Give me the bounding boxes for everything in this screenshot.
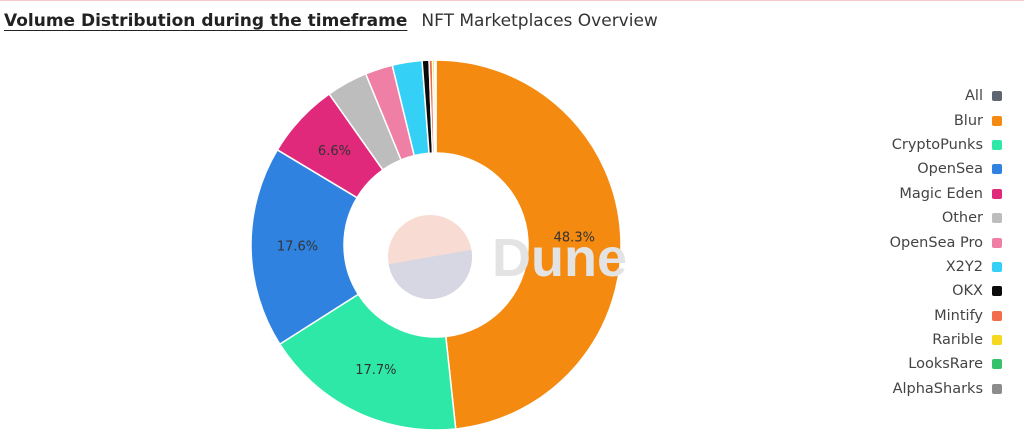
legend-label: LooksRare (908, 356, 983, 373)
dune-watermark: Dune (388, 215, 627, 300)
legend-item-alphasharks[interactable]: AlphaSharks (893, 377, 1002, 401)
legend-item-all[interactable]: All (965, 84, 1002, 108)
legend-label: OpenSea Pro (889, 234, 983, 251)
legend-swatch (992, 213, 1002, 224)
legend-swatch (992, 139, 1002, 150)
chart-subtitle: NFT Marketplaces Overview (421, 11, 658, 31)
legend-swatch (992, 91, 1002, 102)
legend-swatch (992, 261, 1002, 272)
slice-opensea[interactable] (250, 148, 360, 346)
legend-label: X2Y2 (945, 258, 983, 275)
legend-swatch (992, 115, 1002, 126)
legend-swatch (992, 188, 1002, 199)
slice-label-magic-eden: 6.6% (318, 144, 351, 159)
legend-item-rarible[interactable]: Rarible (932, 328, 1002, 352)
chart-header: Volume Distribution during the timeframe… (4, 11, 658, 31)
legend-item-looksrare[interactable]: LooksRare (908, 352, 1002, 376)
watermark-text: Dune (492, 228, 627, 288)
watermark-logo-bottom (388, 249, 473, 300)
legend-swatch (992, 335, 1002, 346)
legend-label: CryptoPunks (891, 136, 983, 153)
slice-blur[interactable] (435, 59, 622, 430)
legend-label: AlphaSharks (892, 380, 983, 397)
top-border (0, 0, 1024, 1)
legend-label: OpenSea (917, 161, 983, 178)
legend-swatch (992, 164, 1002, 175)
legend-label: Blur (953, 112, 983, 129)
legend-item-blur[interactable]: Blur (954, 108, 1002, 132)
slice-cryptopunks[interactable] (278, 293, 457, 431)
slice-label-blur: 48.3% (554, 231, 595, 246)
legend-item-cryptopunks[interactable]: CryptoPunks (892, 133, 1002, 157)
slice-labels: 48.3% 17.7% 17.6% 6.6% (277, 144, 595, 378)
legend-label: Magic Eden (899, 185, 983, 202)
donut-slices (250, 59, 622, 431)
legend-item-other[interactable]: Other (942, 206, 1002, 230)
legend-item-magic-eden[interactable]: Magic Eden (899, 182, 1002, 206)
legend-swatch (992, 286, 1002, 297)
legend-item-okx[interactable]: OKX (952, 279, 1002, 303)
legend-swatch (992, 359, 1002, 370)
legend-swatch (992, 310, 1002, 321)
legend: All Blur CryptoPunks OpenSea Magic Eden Other… (890, 84, 1002, 401)
legend-label: OKX (952, 283, 983, 300)
legend-item-x2y2[interactable]: X2Y2 (946, 255, 1002, 279)
legend-swatch (992, 383, 1002, 394)
slice-label-cryptopunks: 17.7% (355, 363, 396, 378)
legend-swatch (992, 237, 1002, 248)
slice-label-opensea: 17.6% (277, 240, 318, 255)
legend-label: Other (941, 210, 983, 227)
legend-item-opensea-pro[interactable]: OpenSea Pro (890, 230, 1002, 254)
legend-item-opensea[interactable]: OpenSea (917, 157, 1002, 181)
slice-alphasharks[interactable] (434, 59, 437, 154)
legend-label: Mintify (934, 307, 983, 324)
legend-item-mintify[interactable]: Mintify (934, 304, 1002, 328)
chart-title[interactable]: Volume Distribution during the timeframe (4, 11, 408, 31)
legend-label: Rarible (932, 332, 983, 349)
legend-label: All (965, 88, 983, 105)
